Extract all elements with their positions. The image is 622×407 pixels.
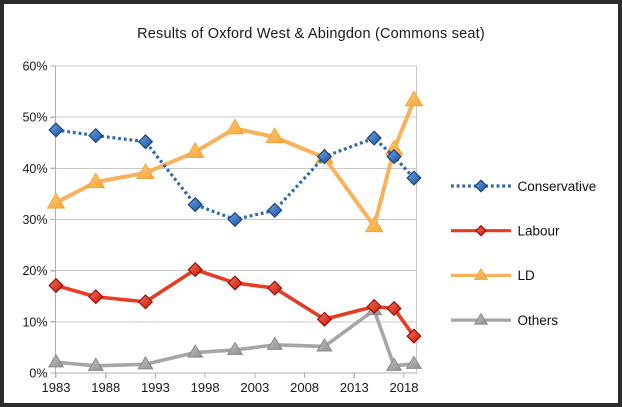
legend-label-conservative: Conservative: [518, 179, 597, 194]
y-tick-label-0: 0%: [29, 367, 47, 381]
marker-conservative-2019: [406, 170, 422, 186]
marker-ld-2019: [404, 90, 424, 107]
marker-ld-2001: [225, 118, 245, 135]
legend-label-ld: LD: [518, 268, 536, 283]
x-tick-label-2018: 2018: [390, 380, 419, 395]
marker-conservative-2005: [267, 202, 283, 218]
marker-conservative-2017: [386, 148, 402, 165]
series-labour: [48, 261, 422, 344]
marker-labour-2017: [386, 300, 402, 317]
series-others: [47, 301, 423, 371]
marker-conservative-1987: [88, 127, 104, 144]
series-line-others: [55, 308, 415, 368]
y-tick-label-50: 50%: [22, 111, 47, 125]
x-tick-label-1988: 1988: [91, 380, 120, 395]
legend-label-labour: Labour: [518, 224, 561, 239]
series-ld: [46, 90, 424, 233]
legend-item-conservative: Conservative: [451, 179, 596, 194]
x-tick-label-2003: 2003: [240, 380, 269, 395]
marker-ld-1992: [136, 162, 155, 179]
marker-others-2001: [226, 341, 244, 356]
legend-item-others: Others: [451, 312, 559, 328]
legend-marker-conservative: [474, 179, 488, 193]
x-tick-label-2008: 2008: [290, 380, 319, 395]
marker-others-1987: [87, 357, 104, 371]
marker-labour-1992: [137, 294, 154, 310]
marker-ld-1987: [86, 172, 106, 189]
marker-others-2017: [385, 357, 403, 371]
series-line-conservative: [55, 128, 416, 222]
y-tick-label-30: 30%: [22, 213, 47, 227]
gridlines: [50, 65, 417, 378]
marker-labour-1983: [48, 277, 64, 294]
chart-title: Results of Oxford West & Abingdon (Commo…: [137, 26, 485, 42]
marker-labour-1987: [88, 289, 104, 305]
x-tick-label-1998: 1998: [191, 380, 220, 395]
marker-labour-2019: [406, 328, 422, 344]
y-tick-label-20: 20%: [22, 264, 47, 278]
marker-labour-2001: [227, 275, 243, 291]
x-tick-label-1993: 1993: [141, 380, 170, 395]
legend: Conservative Labour LD Others: [451, 179, 596, 328]
marker-others-2019: [405, 355, 423, 369]
x-axis: 1983 1988 1993 1998 2003 2008 2013 2018: [42, 373, 419, 395]
series-line-labour: [55, 267, 416, 338]
marker-conservative-1983: [48, 122, 64, 138]
marker-labour-1997: [187, 261, 203, 278]
x-tick-label-2013: 2013: [340, 380, 369, 395]
marker-labour-2015: [366, 298, 382, 315]
chart-svg: 0% 10% 20% 30% 40% 50% 60% 1983 1988 1993 1998 2003…: [22, 60, 596, 396]
marker-conservative-1992: [137, 134, 154, 150]
marker-conservative-2001: [227, 211, 243, 228]
marker-others-2010: [316, 337, 333, 352]
marker-labour-2005: [267, 280, 283, 296]
legend-marker-ld: [473, 267, 489, 280]
marker-labour-2010: [316, 311, 333, 327]
series-conservative: [48, 122, 422, 228]
marker-others-1992: [137, 355, 154, 370]
y-axis: 0% 10% 20% 30% 40% 50% 60%: [22, 60, 56, 381]
y-tick-label-60: 60%: [22, 60, 47, 74]
marker-others-2005: [266, 336, 283, 350]
marker-conservative-2015: [366, 130, 382, 146]
y-tick-label-40: 40%: [22, 162, 47, 176]
legend-item-ld: LD: [451, 267, 536, 283]
marker-ld-2015: [364, 216, 384, 233]
legend-label-others: Others: [518, 313, 559, 328]
marker-others-1983: [47, 353, 65, 368]
y-tick-label-10: 10%: [22, 315, 47, 329]
x-tick-label-1983: 1983: [42, 380, 71, 395]
marker-ld-1997: [185, 141, 205, 158]
legend-marker-labour: [475, 224, 487, 237]
marker-ld-2005: [265, 127, 285, 144]
marker-conservative-1997: [187, 197, 203, 213]
marker-conservative-2010: [316, 148, 333, 165]
marker-ld-1983: [46, 192, 66, 209]
legend-item-labour: Labour: [451, 224, 560, 239]
series-line-ld: [55, 99, 416, 229]
legend-marker-others: [473, 312, 489, 325]
marker-others-1997: [187, 344, 204, 358]
